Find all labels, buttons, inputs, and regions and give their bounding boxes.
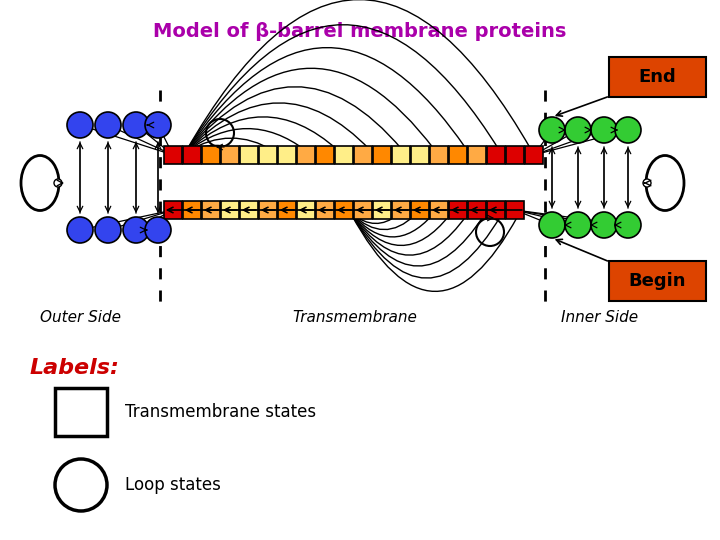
Text: Begin: Begin	[629, 272, 686, 290]
Bar	[297, 201, 315, 219]
Bar	[449, 146, 467, 164]
Bar	[487, 201, 505, 219]
Ellipse shape	[54, 179, 62, 187]
Text: Outer Side: Outer Side	[40, 310, 120, 325]
Bar	[221, 201, 239, 219]
Ellipse shape	[145, 217, 171, 243]
Ellipse shape	[591, 212, 617, 238]
FancyArrowPatch shape	[351, 214, 484, 266]
FancyArrowPatch shape	[351, 214, 449, 246]
Bar	[430, 146, 448, 164]
Bar	[525, 146, 543, 164]
Ellipse shape	[539, 117, 565, 143]
Bar	[335, 201, 353, 219]
Bar	[411, 201, 429, 219]
Bar	[411, 146, 429, 164]
FancyArrowPatch shape	[187, 145, 241, 152]
Bar	[164, 146, 182, 164]
Bar	[487, 146, 505, 164]
FancyArrowPatch shape	[187, 138, 274, 152]
Text: Transmembrane: Transmembrane	[292, 310, 418, 325]
Ellipse shape	[123, 217, 149, 243]
FancyArrowPatch shape	[351, 214, 518, 292]
Bar	[392, 146, 410, 164]
Bar	[468, 146, 486, 164]
FancyArrowPatch shape	[186, 68, 434, 151]
Text: Loop states: Loop states	[125, 476, 221, 494]
Text: Inner Side: Inner Side	[562, 310, 639, 325]
Ellipse shape	[95, 112, 121, 138]
Ellipse shape	[643, 179, 651, 187]
Bar	[297, 146, 315, 164]
Text: Labels:: Labels:	[30, 358, 120, 378]
Text: End: End	[639, 68, 676, 86]
FancyArrowPatch shape	[352, 214, 432, 237]
FancyArrowPatch shape	[351, 214, 501, 278]
Bar	[259, 201, 277, 219]
Ellipse shape	[123, 112, 149, 138]
Bar	[259, 146, 277, 164]
FancyArrowPatch shape	[186, 25, 499, 151]
FancyArrowPatch shape	[187, 129, 305, 151]
FancyArrowPatch shape	[186, 87, 402, 151]
Bar	[335, 146, 353, 164]
Bar	[506, 146, 524, 164]
Ellipse shape	[67, 112, 93, 138]
Bar	[278, 201, 296, 219]
Bar	[430, 201, 448, 219]
FancyArrowPatch shape	[186, 48, 467, 151]
Bar	[373, 201, 391, 219]
FancyArrowPatch shape	[353, 213, 363, 215]
Bar	[506, 201, 524, 219]
Ellipse shape	[539, 212, 565, 238]
Bar	[240, 201, 258, 219]
FancyArrowPatch shape	[352, 214, 380, 219]
Ellipse shape	[591, 117, 617, 143]
Bar	[55, 388, 107, 436]
Bar	[240, 146, 258, 164]
FancyArrowPatch shape	[186, 0, 531, 151]
Ellipse shape	[67, 217, 93, 243]
Bar	[354, 201, 372, 219]
FancyBboxPatch shape	[609, 57, 706, 97]
Bar	[316, 201, 334, 219]
FancyArrowPatch shape	[352, 214, 415, 230]
Text: Transmembrane states: Transmembrane states	[125, 403, 316, 421]
Bar	[202, 201, 220, 219]
Bar	[183, 201, 201, 219]
Bar	[202, 146, 220, 164]
Bar	[316, 146, 334, 164]
Bar	[278, 146, 296, 164]
Ellipse shape	[615, 212, 641, 238]
Bar	[354, 146, 372, 164]
Bar	[373, 146, 391, 164]
Ellipse shape	[615, 117, 641, 143]
Ellipse shape	[145, 112, 171, 138]
FancyArrowPatch shape	[351, 214, 467, 255]
Ellipse shape	[95, 217, 121, 243]
Bar	[392, 201, 410, 219]
Bar	[221, 146, 239, 164]
Bar	[468, 201, 486, 219]
FancyBboxPatch shape	[609, 261, 706, 301]
Text: Model of β-barrel membrane proteins: Model of β-barrel membrane proteins	[153, 22, 567, 41]
FancyArrowPatch shape	[187, 117, 338, 151]
FancyArrowPatch shape	[352, 214, 397, 224]
Bar	[449, 201, 467, 219]
Ellipse shape	[565, 212, 591, 238]
Bar	[183, 146, 201, 164]
FancyArrowPatch shape	[187, 103, 370, 151]
Ellipse shape	[565, 117, 591, 143]
Bar	[164, 201, 182, 219]
